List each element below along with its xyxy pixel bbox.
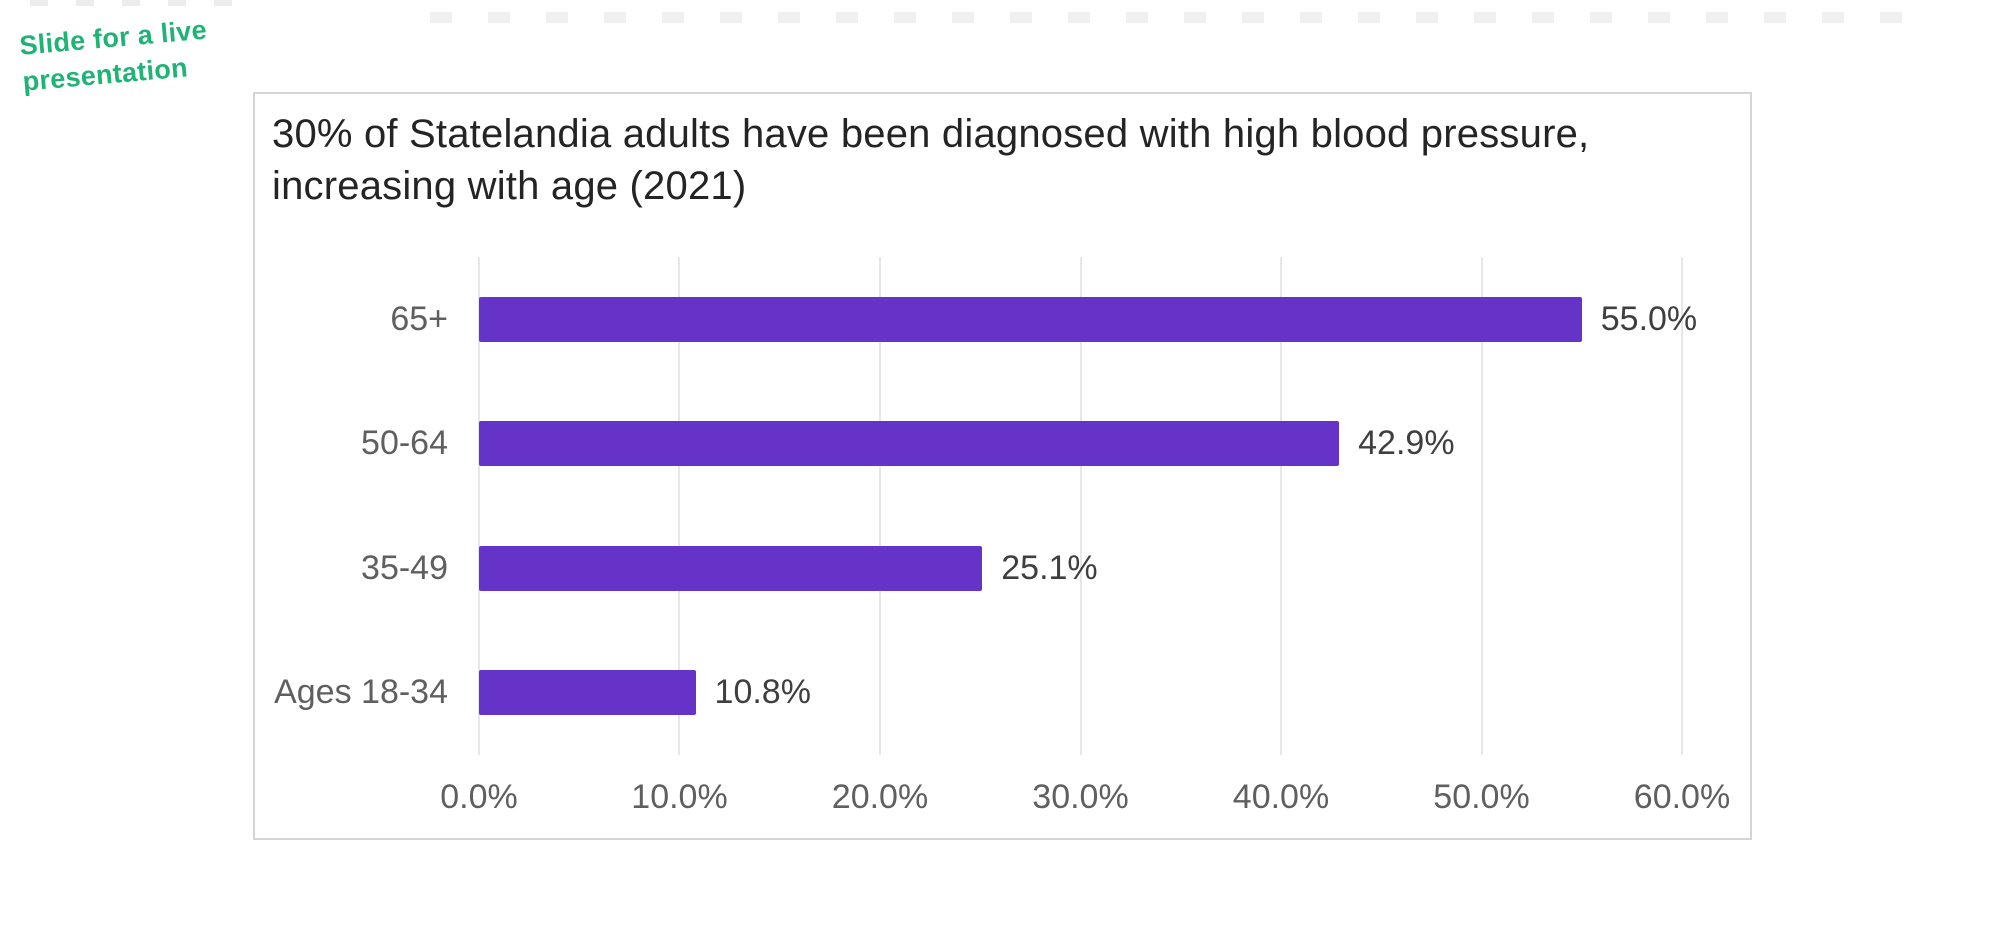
gridlines [478, 257, 1683, 755]
bar-50-64 [479, 421, 1340, 467]
category-label: 65+ [390, 299, 448, 338]
bar-track: 25.1% [479, 506, 1682, 631]
chart-title-line-1: 30% of Statelandia adults have been diag… [272, 112, 1590, 156]
chart-card: 30% of Statelandia adults have been diag… [253, 92, 1752, 840]
presentation-annotation: Slide for a live presentation [18, 12, 212, 101]
chart-title: 30% of Statelandia adults have been diag… [272, 108, 1712, 212]
bar-rows: 65+ 55.0% 50-64 42.9% 35-49 25.1% Ages 18-34 10… [255, 257, 1697, 756]
gridline-50 [1480, 257, 1483, 755]
value-label: 55.0% [1600, 299, 1698, 338]
value-label: 42.9% [1358, 424, 1455, 463]
gridline-30 [1079, 257, 1082, 755]
x-tick-label: 20.0% [831, 778, 929, 816]
x-tick-label: 50.0% [1433, 778, 1530, 816]
category-label: 35-49 [361, 548, 448, 587]
cropped-text-artifact-left [30, 0, 260, 6]
chart-title-line-2: increasing with age (2021) [272, 164, 747, 208]
bar-row-50-64: 50-64 42.9% [255, 382, 1682, 507]
x-tick-label: 10.0% [631, 778, 728, 816]
bar-65+ [479, 296, 1582, 342]
x-axis-tick-labels: 0.0% 10.0% 20.0% 30.0% 40.0% 50.0% 60.0% [440, 778, 1730, 822]
gridline-60 [1681, 257, 1683, 755]
bar-track: 55.0% [479, 257, 1697, 382]
bar-35-49 [479, 545, 983, 591]
bar-track: 42.9% [479, 382, 1682, 507]
x-tick-label: 60.0% [1633, 778, 1731, 816]
gridline-20 [878, 257, 881, 755]
gridline-40 [1279, 257, 1282, 755]
value-label: 10.8% [714, 673, 811, 712]
category-label: 50-64 [361, 424, 448, 463]
cropped-text-artifact-row [430, 12, 1910, 23]
bar-row-65+: 65+ 55.0% [255, 257, 1697, 382]
gridline-0 [478, 257, 480, 755]
gridline-10 [678, 257, 681, 755]
x-tick-label: 0.0% [440, 778, 518, 816]
bar-row-Ages 18-34: Ages 18-34 10.8% [255, 631, 1682, 756]
category-label: Ages 18-34 [274, 673, 448, 712]
bar-track: 10.8% [479, 631, 1682, 756]
x-tick-label: 40.0% [1232, 778, 1330, 816]
bar-row-35-49: 35-49 25.1% [255, 506, 1682, 631]
bar-Ages 18-34 [479, 670, 696, 716]
x-tick-label: 30.0% [1032, 778, 1129, 816]
bar-chart-plot-area: 65+ 55.0% 50-64 42.9% 35-49 25.1% Ages 18-34 10… [255, 257, 1697, 756]
value-label: 25.1% [1001, 548, 1098, 587]
